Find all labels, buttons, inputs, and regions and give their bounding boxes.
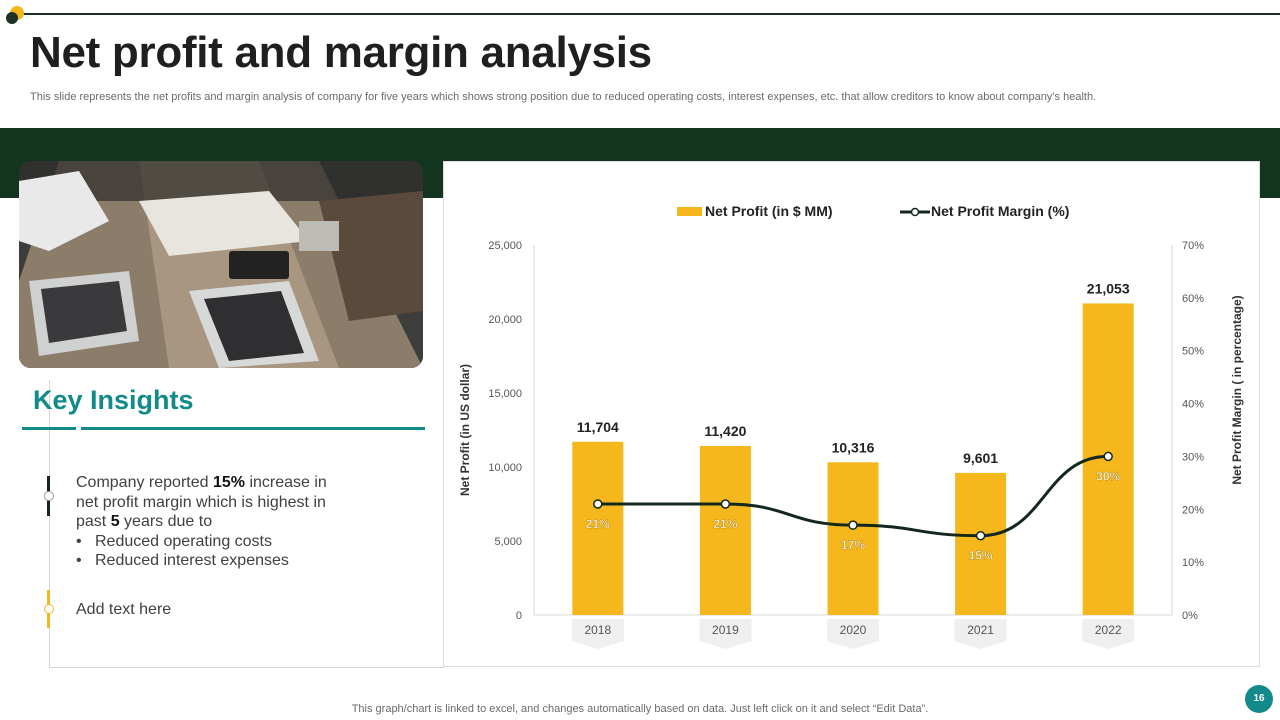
y-tick-label: 15,000 <box>488 388 522 400</box>
category-tab <box>571 619 624 649</box>
y2-tick-label: 20% <box>1182 504 1204 516</box>
y2-tick-label: 70% <box>1182 240 1204 252</box>
margin-point <box>975 530 986 541</box>
margin-value-label: 30% <box>1096 469 1120 483</box>
bar-value-label: 11,420 <box>704 423 746 439</box>
y2-axis-title: Net Profit Margin ( in percentage) <box>1230 295 1244 484</box>
y2-tick-label: 10% <box>1182 557 1204 569</box>
insight-highlight-percent: 15% <box>212 474 245 491</box>
x-tick-label: 2021 <box>967 623 994 637</box>
insight-bullet: Reduced interest expenses <box>76 551 346 571</box>
legend-swatch-net-profit <box>677 207 702 216</box>
margin-value-label: 17% <box>841 538 865 552</box>
x-tick-label: 2020 <box>840 623 867 637</box>
key-insights-heading: Key Insights <box>33 385 194 415</box>
category-tab <box>699 619 752 649</box>
legend-swatch-margin-point <box>910 207 920 217</box>
bar <box>699 445 751 615</box>
y-tick-label: 10,000 <box>488 462 522 474</box>
y-tick-label: 20,000 <box>488 314 522 326</box>
heading-underline-short <box>22 427 76 430</box>
bar <box>955 472 1007 615</box>
y-tick-label: 5,000 <box>494 536 522 548</box>
bar <box>827 462 879 615</box>
y-axis-title: Net Profit (in US dollar) <box>458 364 472 496</box>
net-profit-combo-chart[interactable]: 0 5,000 10,000 15,000 20,000 25,000 0% 10% 20% 30… <box>444 162 1261 668</box>
insight-highlight-years: 5 <box>110 513 120 530</box>
legend-label-margin: Net Profit Margin (%) <box>931 203 1069 219</box>
y2-tick-label: 30% <box>1182 451 1204 463</box>
category-tab <box>1082 619 1135 649</box>
margin-point <box>720 499 731 509</box>
margin-point <box>593 499 603 509</box>
insight-bullet: Reduced operating costs <box>76 532 346 552</box>
legend-label-net-profit: Net Profit (in $ MM) <box>705 203 833 219</box>
y2-tick-label: 40% <box>1182 399 1204 411</box>
x-tick-label: 2018 <box>584 623 611 637</box>
margin-value-label: 21% <box>713 517 737 531</box>
insight-point-1: Company reported 15% increase in net pro… <box>76 473 346 571</box>
bar-value-label: 10,316 <box>832 439 875 455</box>
bar-value-label: 11,704 <box>577 419 619 435</box>
chart-panel: 0 5,000 10,000 15,000 20,000 25,000 0% 10% 20% 30… <box>443 161 1260 667</box>
margin-value-label: 21% <box>586 517 610 531</box>
footer-note: This graph/chart is linked to excel, and… <box>351 703 929 715</box>
x-tick-label: 2022 <box>1095 623 1122 637</box>
slide-title: Net profit and margin analysis <box>30 28 652 77</box>
office-meeting-photo <box>19 161 423 368</box>
y2-tick-label: 60% <box>1182 293 1204 305</box>
y-tick-label: 25,000 <box>488 240 522 252</box>
page-number-badge: 16 <box>1245 685 1273 713</box>
insight-text-mid: increase in net profit margin which is h… <box>76 474 327 530</box>
bar-value-label: 9,601 <box>963 450 998 466</box>
x-tick-label: 2019 <box>712 623 739 637</box>
insight-text-post: years due to <box>119 513 213 530</box>
margin-value-label: 15% <box>969 549 993 563</box>
margin-point <box>848 520 858 530</box>
accent-dot-dark <box>6 12 18 24</box>
margin-point <box>1103 451 1113 462</box>
top-rule <box>14 13 1280 15</box>
y2-tick-label: 0% <box>1182 610 1198 622</box>
slide-subtitle: This slide represents the net profits an… <box>30 91 1097 103</box>
insight-text-pre: Company reported <box>76 474 213 491</box>
heading-underline-long <box>81 427 425 430</box>
category-tab <box>827 619 879 649</box>
y-tick-label: 0 <box>516 610 522 622</box>
y2-tick-label: 50% <box>1182 346 1204 358</box>
insight-point-2[interactable]: Add text here <box>76 601 172 618</box>
bar-value-label: 21,053 <box>1087 280 1130 296</box>
insight-marker-dot-1 <box>44 491 54 501</box>
insight-marker-dot-2 <box>44 604 54 614</box>
bar <box>572 441 624 615</box>
category-tab <box>954 619 1007 649</box>
